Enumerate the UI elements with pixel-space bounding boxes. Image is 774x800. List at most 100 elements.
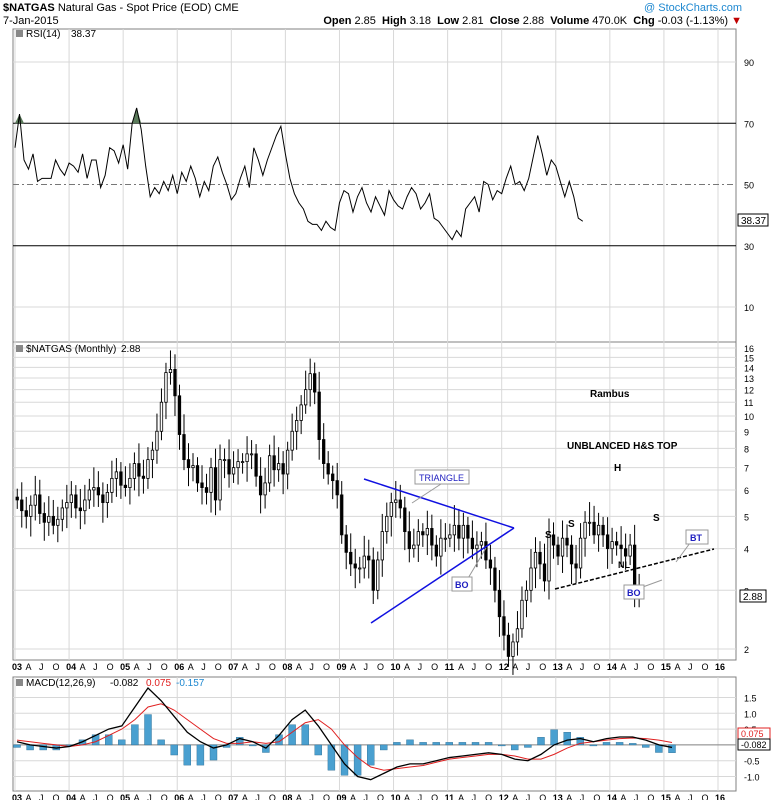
candle-body bbox=[380, 531, 384, 561]
candle-body bbox=[605, 534, 610, 550]
candle-body bbox=[186, 459, 191, 469]
macd-histogram-bar bbox=[406, 739, 414, 746]
high-label: High bbox=[382, 15, 407, 27]
x-month-label: A bbox=[350, 662, 356, 672]
candle-body bbox=[439, 537, 443, 557]
candle-body bbox=[565, 537, 569, 546]
candle-body bbox=[290, 430, 294, 451]
x-month-label: J bbox=[472, 793, 477, 800]
price-label: $NATGAS (Monthly) bbox=[26, 344, 116, 355]
macd-histogram-bar bbox=[157, 739, 165, 746]
x-month-label: A bbox=[674, 662, 680, 672]
candle-body bbox=[263, 482, 267, 496]
rsi-legend: RSI(14) 38.37 bbox=[16, 29, 96, 40]
candle-body bbox=[362, 555, 366, 569]
macd-histogram-bar bbox=[458, 742, 467, 746]
macd-histogram-bar bbox=[170, 744, 178, 756]
macd-histogram-bar bbox=[524, 744, 532, 748]
candle-body bbox=[506, 634, 511, 657]
candle-body bbox=[137, 463, 141, 477]
x-month-label: O bbox=[53, 662, 60, 672]
candle-body bbox=[29, 504, 33, 517]
x-month-label: J bbox=[364, 793, 369, 800]
price-tick-label: 16 bbox=[744, 344, 754, 354]
macd-histogram-bar bbox=[380, 744, 388, 751]
candle-body bbox=[592, 521, 596, 536]
bo-label-2: BO bbox=[627, 588, 641, 598]
x-month-label: J bbox=[526, 662, 531, 672]
x-month-label: O bbox=[161, 793, 168, 800]
x-year-label: 13 bbox=[553, 793, 563, 800]
x-year-label: 16 bbox=[715, 793, 725, 800]
x-month-label: O bbox=[323, 793, 330, 800]
price-tick-label: 14 bbox=[744, 363, 754, 373]
candle-body bbox=[87, 489, 91, 501]
candle-body bbox=[47, 515, 51, 523]
rsi-series bbox=[13, 107, 736, 247]
x-month-label: J bbox=[688, 793, 693, 800]
axis-labels: 03 A J O03 A J O04 A J O04 A J O05 A J O05 A J O06 A J O06 A J O… bbox=[12, 58, 760, 800]
x-month-label: A bbox=[674, 793, 680, 800]
macd-legend-swatch bbox=[16, 679, 23, 686]
x-year-label: 04 bbox=[66, 793, 76, 800]
x-year-label: 10 bbox=[391, 793, 401, 800]
x-month-label: A bbox=[134, 793, 140, 800]
candle-body bbox=[335, 480, 339, 496]
candle-body bbox=[511, 641, 515, 657]
candle-body bbox=[331, 473, 335, 482]
x-year-label: 08 bbox=[282, 793, 292, 800]
candle-body bbox=[461, 524, 466, 539]
close-value: 2.88 bbox=[522, 15, 545, 27]
candle-body bbox=[520, 599, 524, 630]
x-month-label: A bbox=[566, 793, 572, 800]
candle-body bbox=[38, 494, 42, 514]
macd-histogram-bar bbox=[602, 742, 611, 746]
x-month-label: J bbox=[93, 662, 98, 672]
description: Natural Gas - Spot Price (EOD) bbox=[57, 2, 212, 14]
candle-body bbox=[276, 463, 281, 471]
price-tick-label: 15 bbox=[744, 353, 754, 363]
x-year-label: 03 bbox=[12, 662, 22, 672]
candle-body bbox=[551, 534, 556, 546]
candle-body bbox=[470, 537, 475, 550]
candle-body bbox=[304, 389, 308, 406]
x-month-label: O bbox=[161, 662, 168, 672]
x-month-label: A bbox=[296, 662, 302, 672]
volume-label: Volume bbox=[550, 15, 590, 27]
candle-body bbox=[376, 559, 380, 591]
author-label: Rambus bbox=[590, 389, 630, 400]
macd-histogram-bar bbox=[393, 742, 401, 746]
candle-body bbox=[349, 551, 353, 565]
macd-signal-value: 0.075 bbox=[146, 678, 171, 689]
x-month-label: A bbox=[350, 793, 356, 800]
watermark-text: @ StockCharts.com bbox=[644, 2, 742, 14]
candle-body bbox=[587, 521, 592, 524]
price-last-badge: 2.88 bbox=[739, 589, 767, 603]
rsi-tick-label: 50 bbox=[744, 181, 754, 191]
macd-histogram-bar bbox=[655, 744, 663, 753]
x-month-label: A bbox=[188, 662, 194, 672]
macd-histogram-bar bbox=[367, 744, 375, 766]
candle-body bbox=[344, 534, 348, 553]
candle-body bbox=[295, 420, 299, 432]
candle-body bbox=[123, 484, 128, 488]
candle-body bbox=[74, 494, 78, 509]
candle-body bbox=[60, 507, 64, 520]
x-month-label: O bbox=[485, 662, 492, 672]
macd-histogram-bar bbox=[13, 744, 21, 748]
rsi-tick-label: 10 bbox=[744, 303, 754, 313]
candle-body bbox=[177, 395, 182, 435]
candle-body bbox=[479, 541, 484, 546]
candle-body bbox=[416, 531, 420, 546]
x-month-label: J bbox=[472, 662, 477, 672]
x-year-label: 03 bbox=[12, 793, 22, 800]
macd-histogram-bar bbox=[550, 729, 558, 746]
macd-signal-badge-text: 0.075 bbox=[741, 729, 764, 739]
candle-body bbox=[83, 499, 87, 512]
macd-histogram-bar bbox=[196, 744, 205, 766]
candle-body bbox=[488, 559, 493, 569]
candle-body bbox=[583, 521, 587, 539]
bt-callout-box bbox=[685, 529, 709, 545]
candle-body bbox=[398, 499, 402, 509]
macd-tick-label: 1.5 bbox=[744, 693, 757, 703]
